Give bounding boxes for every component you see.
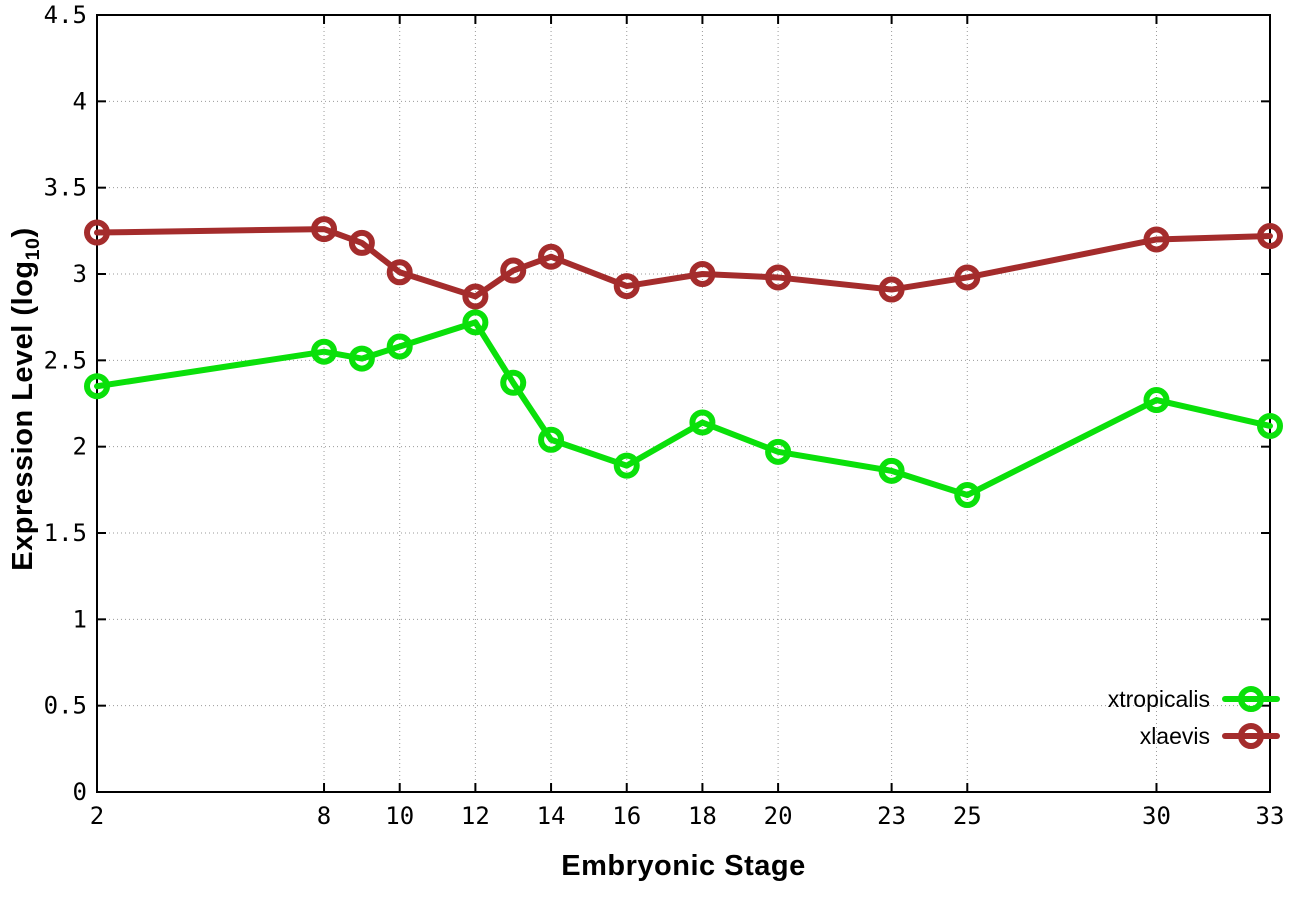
data-point-xlaevis <box>1257 223 1283 250</box>
y-tick-label: 4.5 <box>44 1 87 29</box>
x-tick-label: 18 <box>688 802 717 830</box>
x-tick-label: 10 <box>385 802 414 830</box>
data-point-xlaevis <box>613 273 640 300</box>
data-point-xlaevis <box>538 243 565 270</box>
data-point-xtropicalis <box>462 309 489 336</box>
data-point-xtropicalis <box>538 426 565 453</box>
x-tick-label: 16 <box>612 802 641 830</box>
plot-border <box>96 14 1271 793</box>
legend-label: xtropicalis <box>1107 685 1210 712</box>
y-tick-label: 3.5 <box>44 174 87 202</box>
legend-marker-sample <box>1222 685 1280 713</box>
legend-entry-xtropicalis: xtropicalis <box>1108 682 1280 716</box>
data-point-xtropicalis <box>386 333 413 360</box>
y-axis-title-suffix: ) <box>7 227 39 238</box>
data-point-xlaevis <box>84 219 110 246</box>
data-point-xtropicalis <box>613 452 640 479</box>
x-tick-label: 30 <box>1142 802 1171 830</box>
data-point-xlaevis <box>386 259 413 286</box>
data-point-xtropicalis <box>1257 412 1283 439</box>
data-point-xlaevis <box>311 216 338 243</box>
data-point-xlaevis <box>954 264 981 291</box>
x-tick-label: 8 <box>317 802 331 830</box>
data-point-xtropicalis <box>84 373 110 400</box>
series-line-xtropicalis <box>94 319 1273 499</box>
x-tick-label: 14 <box>537 802 566 830</box>
data-point-xtropicalis <box>311 338 338 365</box>
data-point-xlaevis <box>348 229 375 256</box>
x-tick-label: 12 <box>461 802 490 830</box>
data-point-xtropicalis <box>954 482 981 509</box>
y-tick-label: 2 <box>73 433 87 461</box>
x-tick-label: 2 <box>90 802 104 830</box>
y-tick-label: 0.5 <box>44 692 87 720</box>
data-point-xtropicalis <box>878 457 905 484</box>
y-tick-label: 2.5 <box>44 346 87 374</box>
y-tick-label: 4 <box>73 87 87 115</box>
y-tick-label: 1.5 <box>44 519 87 547</box>
data-point-xlaevis <box>1143 226 1170 253</box>
legend: xtropicalis xlaevis <box>1108 682 1280 753</box>
data-point-xlaevis <box>878 276 905 303</box>
x-tick-label: 20 <box>764 802 793 830</box>
y-tick-label: 3 <box>73 260 87 288</box>
legend-label: xlaevis <box>1139 722 1210 749</box>
data-point-xlaevis <box>765 264 792 291</box>
legend-marker-sample <box>1222 722 1280 750</box>
data-point-xtropicalis <box>1143 387 1170 414</box>
y-tick-label: 1 <box>73 605 87 633</box>
legend-entry-xlaevis: xlaevis <box>1140 719 1280 753</box>
x-tick-label: 23 <box>877 802 906 830</box>
data-point-xtropicalis <box>500 369 527 396</box>
y-axis-title: Expression Level (log10) <box>7 149 49 649</box>
series-line-xlaevis <box>94 226 1273 300</box>
y-axis-title-subscript: 10 <box>21 237 44 261</box>
data-point-xlaevis <box>689 261 716 287</box>
data-point-xlaevis <box>462 283 489 310</box>
data-point-xtropicalis <box>689 409 716 436</box>
data-point-xlaevis <box>500 257 527 284</box>
data-point-xtropicalis <box>765 438 792 465</box>
x-axis-title: Embryonic Stage <box>561 850 806 882</box>
y-axis-title-text: Expression Level (log <box>7 260 39 571</box>
y-tick-label: 0 <box>73 778 87 806</box>
x-tick-label: 33 <box>1256 802 1285 830</box>
data-point-xtropicalis <box>348 345 375 372</box>
x-tick-label: 25 <box>953 802 982 830</box>
